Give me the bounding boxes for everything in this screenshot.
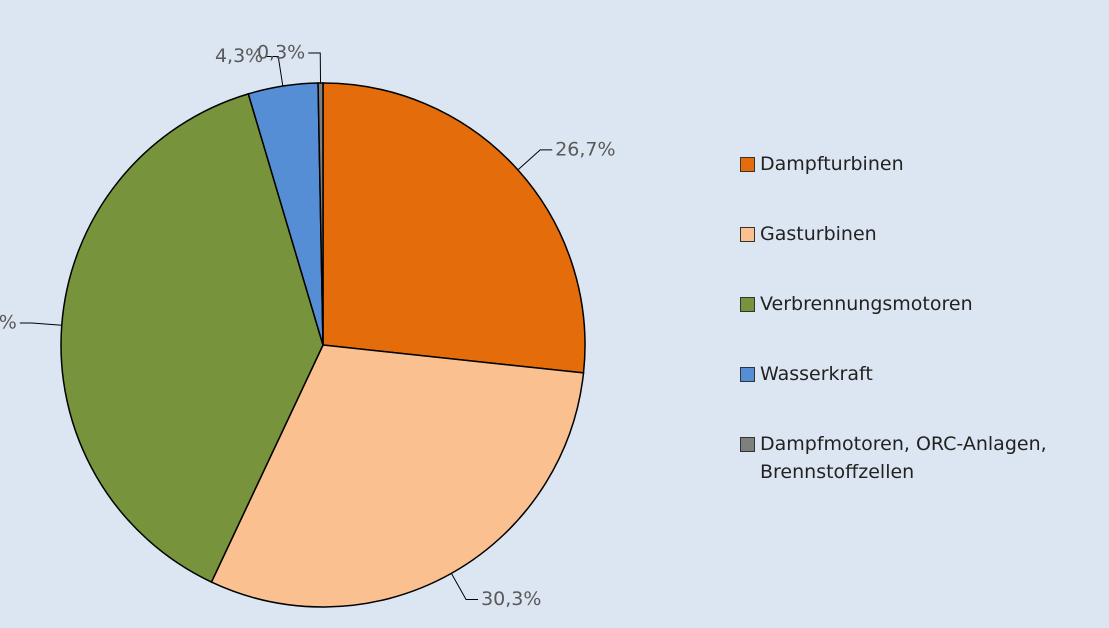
legend-item: Dampfmotoren, ORC-Anlagen, Brennstoffzel… (740, 430, 1100, 500)
data-label: 26,7% (555, 138, 615, 160)
leader-line (517, 149, 553, 171)
leader-line (19, 322, 62, 326)
leader-line (450, 573, 479, 601)
legend-item: Wasserkraft (740, 360, 1100, 430)
leader-line (308, 52, 322, 84)
legend-label: Gasturbinen (760, 223, 877, 245)
legend: Dampfturbinen Gasturbinen Verbrennungsmoto… (740, 150, 1100, 500)
legend-swatch (740, 367, 755, 382)
pie-slice (60, 92, 324, 584)
pie-slice (322, 82, 586, 374)
legend-swatch (740, 297, 755, 312)
data-label: 0,3% (257, 42, 305, 64)
legend-swatch (740, 227, 755, 242)
data-label: 30,3% (481, 588, 541, 610)
data-label: 38,4% (0, 312, 17, 334)
legend-swatch (740, 157, 755, 172)
legend-label: Dampfmotoren, ORC-Anlagen, Brennstoffzel… (760, 433, 1047, 483)
data-label: 4,3% (215, 45, 263, 67)
legend-item: Verbrennungsmotoren (740, 290, 1100, 360)
legend-label: Dampfturbinen (760, 153, 904, 175)
legend-item: Dampfturbinen (740, 150, 1100, 220)
pie-slice (210, 344, 585, 608)
legend-swatch (740, 437, 755, 452)
leader-line (266, 55, 284, 87)
legend-item: Gasturbinen (740, 220, 1100, 290)
legend-label: Verbrennungsmotoren (760, 293, 973, 315)
legend-label: Wasserkraft (760, 363, 873, 385)
